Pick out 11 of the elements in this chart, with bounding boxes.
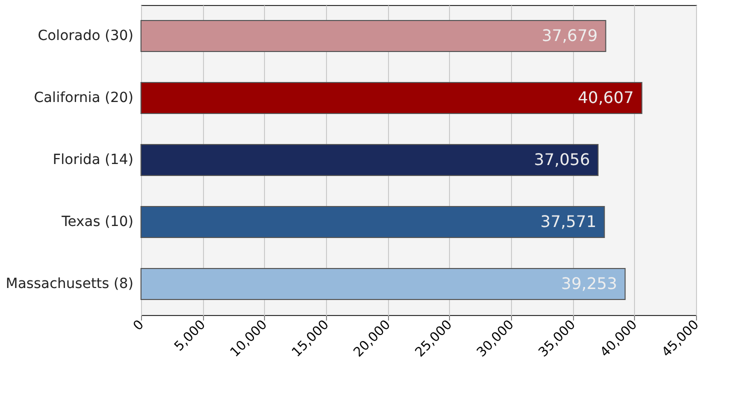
y-tick-label: Texas (10): [60, 214, 134, 230]
data-label: 37,679: [542, 26, 598, 45]
y-tick-label: Florida (14): [52, 152, 134, 168]
x-tick-label: 0: [130, 318, 148, 334]
y-tick-label: California (20): [34, 90, 134, 106]
y-tick-label: Massachusetts (8): [6, 276, 134, 292]
data-label: 40,607: [578, 88, 634, 107]
y-tick-label: Colorado (30): [38, 28, 134, 44]
data-label: 37,571: [540, 212, 596, 231]
data-label: 37,056: [534, 150, 590, 169]
data-label: 39,253: [561, 274, 618, 293]
